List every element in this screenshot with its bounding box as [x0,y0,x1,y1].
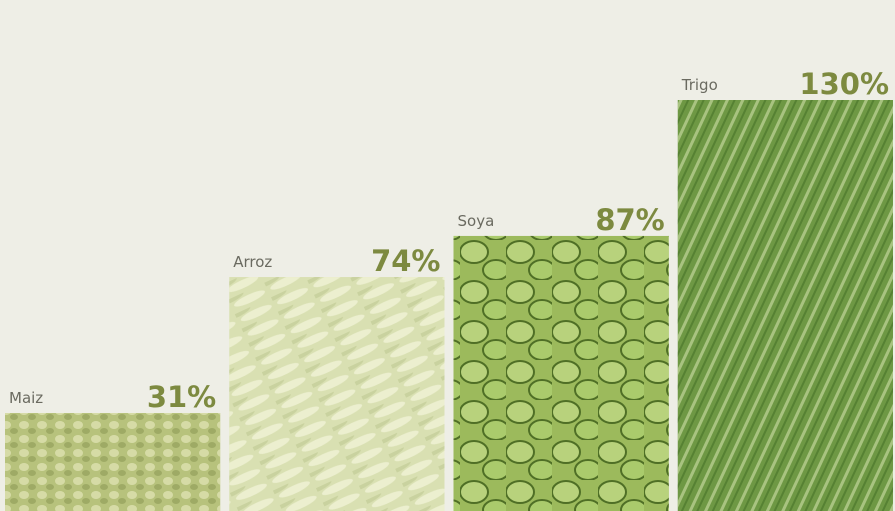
value-label: 74% [371,244,440,278]
bar-texture [5,412,221,511]
bar-texture [229,277,445,511]
category-label: Maiz [9,389,43,407]
category-label: Trigo [681,76,718,94]
category-label: Arroz [233,253,272,271]
value-label: 130% [799,67,889,101]
bar-texture [677,100,893,511]
value-label: 87% [595,203,664,237]
category-label: Soya [458,212,495,230]
bar-texture [453,235,669,511]
value-label: 31% [147,380,216,414]
